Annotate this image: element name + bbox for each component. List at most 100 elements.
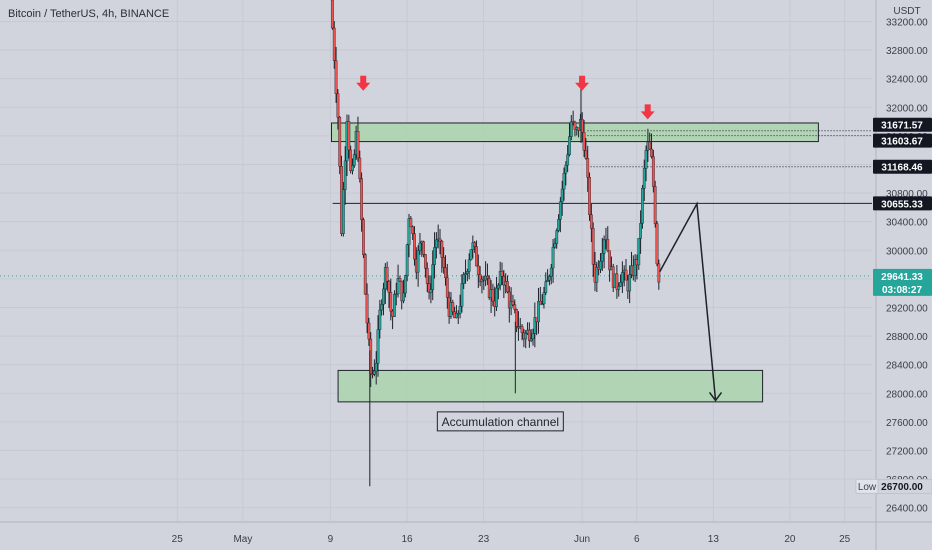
candle-up xyxy=(642,168,646,189)
candle-up xyxy=(431,264,435,290)
y-tick-label: 30800.00 xyxy=(886,189,928,200)
candle-up xyxy=(405,244,409,276)
y-tick-label: 32400.00 xyxy=(886,75,928,86)
projection-path xyxy=(659,201,723,402)
candle-up xyxy=(555,230,559,244)
price-tag-text: 03:08:27 xyxy=(882,285,922,296)
candle-down xyxy=(336,93,340,118)
candle-up xyxy=(343,160,347,190)
x-tick-label: May xyxy=(233,534,252,545)
candle-down xyxy=(651,156,655,187)
zone-name-label: Accumulation channel xyxy=(436,411,564,432)
candle-up xyxy=(628,274,632,292)
candle-up xyxy=(619,281,622,287)
candle-down xyxy=(338,117,342,167)
candle-down xyxy=(486,275,489,279)
candle-down xyxy=(427,283,431,293)
candle-up xyxy=(380,304,384,311)
x-tick-label: 16 xyxy=(401,534,413,545)
down-arrow-icon xyxy=(640,104,655,120)
candle-down xyxy=(362,219,365,255)
candle-up xyxy=(548,276,551,281)
candle-down xyxy=(389,292,393,312)
candle-down xyxy=(515,309,518,327)
candle-up xyxy=(546,280,549,282)
candle-up xyxy=(540,303,544,306)
candle-down xyxy=(442,257,446,268)
projection-arrowhead xyxy=(708,391,723,402)
candle-up xyxy=(458,306,462,314)
candle-up xyxy=(641,188,644,224)
y-tick-label: 27600.00 xyxy=(886,418,928,429)
time-axis[interactable]: 825May91623Jun6132025 xyxy=(0,534,851,545)
candle-down xyxy=(520,326,524,333)
candle-up xyxy=(531,333,535,340)
low-box xyxy=(855,478,879,494)
candle-up xyxy=(644,150,648,169)
candle-up xyxy=(455,313,458,319)
x-tick-label: Jun xyxy=(574,534,590,545)
down-arrow-icon xyxy=(356,75,371,91)
candle-up xyxy=(351,165,354,172)
candle-down xyxy=(451,302,455,312)
candle-down xyxy=(387,281,391,293)
candle-up xyxy=(562,172,566,190)
candle-down xyxy=(424,254,427,269)
candle-up xyxy=(602,239,606,254)
candle-down xyxy=(444,267,447,278)
candle-down xyxy=(475,246,478,267)
candle-down xyxy=(398,278,402,282)
candle-up xyxy=(599,261,602,270)
x-tick-label: 9 xyxy=(328,534,334,545)
candle-up xyxy=(462,274,466,284)
candle-up xyxy=(568,136,571,155)
price-tag-box xyxy=(873,281,932,296)
price-tag-dark: 31671.57 xyxy=(873,117,932,132)
y-tick-label: 26400.00 xyxy=(886,504,928,515)
candle-down xyxy=(653,186,657,224)
arrow-markers xyxy=(356,75,655,120)
candle-up xyxy=(558,201,562,220)
candle-down xyxy=(425,268,429,284)
price-tag-dark: 31603.67 xyxy=(873,133,932,148)
symbol-title[interactable]: Bitcoin / TetherUS, 4h, BINANCE xyxy=(8,8,169,20)
candle-up xyxy=(429,289,433,293)
candle-up xyxy=(633,259,637,277)
candle-up xyxy=(549,267,553,277)
candle-up xyxy=(352,154,356,166)
price-tag-text: 26700.00 xyxy=(881,482,923,493)
candle-up xyxy=(403,275,407,294)
candle-down xyxy=(624,269,628,281)
candle-up xyxy=(374,363,378,372)
candle-up xyxy=(544,281,548,293)
candle-up xyxy=(418,242,422,251)
candle-up xyxy=(393,294,396,317)
candle-up xyxy=(637,238,641,266)
candle-down xyxy=(648,141,652,150)
candle-down xyxy=(356,131,360,159)
price-tag-dark: 30655.33 xyxy=(873,196,932,211)
zone-name-box xyxy=(436,411,564,432)
candle-down xyxy=(478,274,482,283)
price-tag-plain: 26700.00 xyxy=(872,478,932,494)
price-tag-text: 30655.33 xyxy=(881,199,923,210)
candle-down xyxy=(650,148,653,157)
low-text: Low xyxy=(858,482,877,493)
candle-down xyxy=(409,218,413,228)
candle-down xyxy=(349,149,353,172)
y-tick-label: 27200.00 xyxy=(886,446,928,457)
candle-up xyxy=(402,292,405,302)
candle-down xyxy=(385,267,389,282)
candle-up xyxy=(416,250,420,273)
currency-label: USDT xyxy=(893,6,920,17)
candle-down xyxy=(538,301,542,305)
horizontal-lines xyxy=(0,130,872,277)
candle-down xyxy=(422,241,426,255)
x-tick-label: 13 xyxy=(708,534,720,545)
support-zone xyxy=(337,369,764,403)
candle-up xyxy=(498,271,502,286)
zone-name-text: Accumulation channel xyxy=(442,415,559,429)
candle-up xyxy=(407,218,411,245)
